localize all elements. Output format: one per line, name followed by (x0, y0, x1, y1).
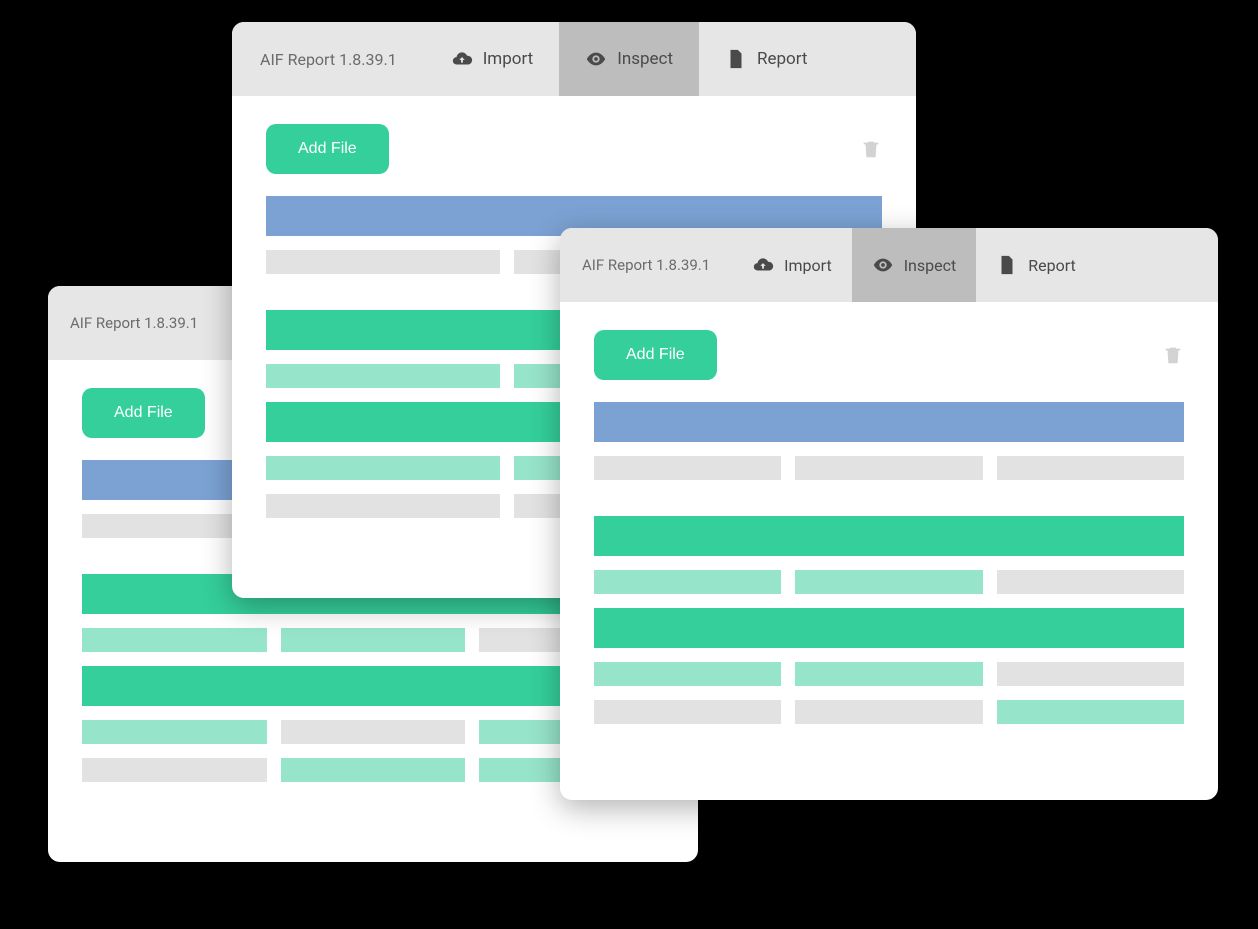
tab-report[interactable]: Report (699, 22, 833, 96)
skeleton-cell (594, 570, 781, 594)
cloud-upload-icon (752, 254, 774, 276)
add-file-button[interactable]: Add File (82, 388, 205, 438)
file-icon (725, 48, 747, 70)
toolbar: Add File (266, 124, 882, 174)
skeleton-header-bar (594, 608, 1184, 648)
skeleton-cell (281, 758, 466, 782)
skeleton-cell (594, 662, 781, 686)
trash-icon[interactable] (860, 137, 882, 161)
skeleton-cell (997, 700, 1184, 724)
tab-label: Import (483, 49, 534, 69)
tab-label: Inspect (904, 256, 957, 275)
skeleton-cell (594, 700, 781, 724)
skeleton-cell (997, 456, 1184, 480)
skeleton-row (594, 570, 1184, 594)
tab-label: Import (784, 256, 832, 275)
skeleton-cell (82, 628, 267, 652)
tab-bar: Import Inspect Report (732, 228, 1096, 302)
skeleton-cell (281, 628, 466, 652)
app-title: AIF Report 1.8.39.1 (232, 50, 425, 69)
skeleton-cell (266, 494, 500, 518)
skeleton-row (594, 662, 1184, 686)
file-icon (996, 254, 1018, 276)
skeleton-cell (266, 456, 500, 480)
tab-bar: Import Inspect Report (425, 22, 834, 96)
app-title: AIF Report 1.8.39.1 (48, 314, 220, 332)
tab-report[interactable]: Report (976, 228, 1096, 302)
skeleton-cell (266, 250, 500, 274)
skeleton-cell (82, 758, 267, 782)
skeleton-row (594, 700, 1184, 724)
skeleton-header-bar (594, 516, 1184, 556)
tab-import[interactable]: Import (732, 228, 852, 302)
topbar: AIF Report 1.8.39.1 Import Inspect Repor… (232, 22, 916, 96)
skeleton-cell (997, 570, 1184, 594)
app-title: AIF Report 1.8.39.1 (560, 256, 732, 274)
window-front-right: AIF Report 1.8.39.1 Import Inspect Repor… (560, 228, 1218, 800)
content-area: Add File (560, 302, 1218, 758)
toolbar: Add File (594, 330, 1184, 380)
eye-icon (872, 254, 894, 276)
skeleton-cell (281, 720, 466, 744)
skeleton-cell (266, 364, 500, 388)
add-file-button[interactable]: Add File (266, 124, 389, 174)
add-file-button[interactable]: Add File (594, 330, 717, 380)
skeleton-cell (82, 514, 257, 538)
skeleton-cell (795, 456, 982, 480)
tab-label: Report (757, 49, 807, 69)
skeleton-rows (594, 402, 1184, 724)
skeleton-cell (795, 700, 982, 724)
tab-label: Inspect (617, 49, 673, 69)
cloud-upload-icon (451, 48, 473, 70)
topbar: AIF Report 1.8.39.1 Import Inspect Repor… (560, 228, 1218, 302)
tab-import[interactable]: Import (425, 22, 560, 96)
tab-inspect[interactable]: Inspect (852, 228, 977, 302)
tab-label: Report (1028, 256, 1076, 275)
skeleton-cell (795, 662, 982, 686)
skeleton-cell (594, 456, 781, 480)
skeleton-cell (795, 570, 982, 594)
skeleton-cell (997, 662, 1184, 686)
trash-icon[interactable] (1162, 343, 1184, 367)
skeleton-header-bar (594, 402, 1184, 442)
skeleton-row (594, 456, 1184, 480)
eye-icon (585, 48, 607, 70)
skeleton-cell (82, 720, 267, 744)
tab-inspect[interactable]: Inspect (559, 22, 699, 96)
